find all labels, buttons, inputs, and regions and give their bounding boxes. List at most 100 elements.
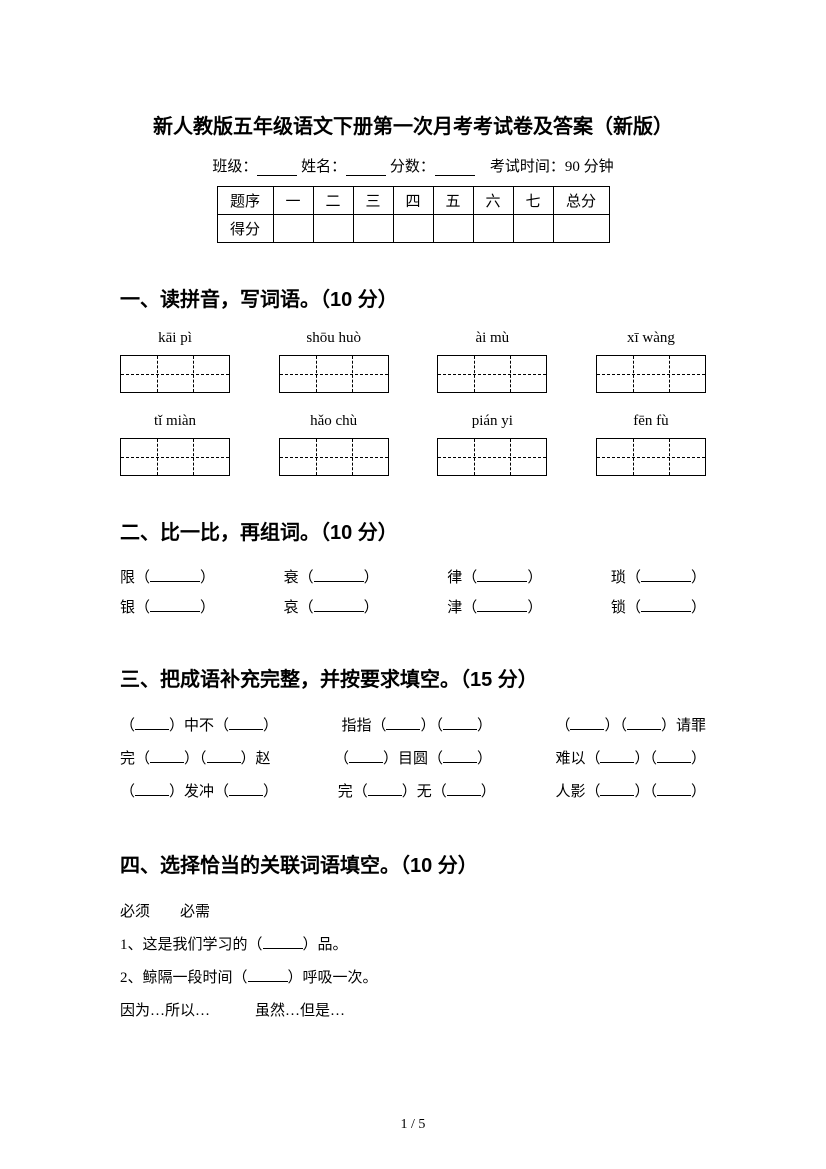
blank[interactable] — [657, 782, 691, 796]
blank[interactable] — [263, 935, 303, 949]
th-4: 四 — [393, 187, 433, 215]
q3-title: 三、把成语补充完整，并按要求填空。（15 分） — [120, 663, 706, 692]
q2-item: 衰（） — [284, 563, 379, 593]
pinyin-cell: kāi pì — [120, 330, 230, 347]
page-title: 新人教版五年级语文下册第一次月考考试卷及答案（新版） — [120, 110, 706, 139]
write-box[interactable] — [437, 438, 547, 476]
write-box[interactable] — [279, 355, 389, 393]
blank[interactable] — [600, 782, 634, 796]
write-box[interactable] — [596, 438, 706, 476]
blank[interactable] — [443, 716, 477, 730]
blank-score[interactable] — [435, 161, 475, 176]
q2-item: 律（） — [447, 563, 542, 593]
table-row: 得分 — [217, 215, 609, 243]
blank[interactable] — [386, 716, 420, 730]
score-cell[interactable] — [473, 215, 513, 243]
question-3: 三、把成语补充完整，并按要求填空。（15 分） （）中不（） 指指（）（） （）（）… — [120, 663, 706, 809]
th-total: 总分 — [553, 187, 609, 215]
q3-row: （）中不（） 指指（）（） （）（）请罪 — [120, 710, 706, 743]
th-2: 二 — [313, 187, 353, 215]
blank[interactable] — [657, 749, 691, 763]
blank[interactable] — [443, 749, 477, 763]
blank[interactable] — [135, 716, 169, 730]
score-table: 题序 一 二 三 四 五 六 七 总分 得分 — [217, 186, 610, 243]
question-2: 二、比一比，再组词。（10 分） 限（） 衰（） 律（） 琐（） 银（） 哀（）… — [120, 516, 706, 623]
pinyin-row: kāi pì shōu huò ài mù xī wàng — [120, 330, 706, 347]
idiom-item: 难以（）（） — [555, 743, 706, 776]
label-class: 班级： — [212, 159, 257, 175]
label-name: 姓名： — [301, 159, 346, 175]
td-score-label: 得分 — [217, 215, 273, 243]
blank[interactable] — [150, 749, 184, 763]
write-box[interactable] — [596, 355, 706, 393]
q2-item: 哀（） — [284, 593, 379, 623]
idiom-item: （）目圆（） — [334, 743, 492, 776]
pinyin-cell: tǐ miàn — [120, 413, 230, 430]
idiom-item: （）发冲（） — [120, 776, 278, 809]
blank[interactable] — [368, 782, 402, 796]
blank[interactable] — [135, 782, 169, 796]
write-box[interactable] — [437, 355, 547, 393]
blank[interactable] — [229, 782, 263, 796]
q4-pair1: 必须 必需 — [120, 896, 706, 929]
pinyin-cell: ài mù — [437, 330, 547, 347]
pinyin-cell: pián yi — [437, 413, 547, 430]
page-number: 1 / 5 — [0, 1117, 826, 1133]
idiom-item: （）中不（） — [120, 710, 278, 743]
blank[interactable] — [349, 749, 383, 763]
blank[interactable] — [641, 568, 691, 582]
blank[interactable] — [207, 749, 241, 763]
blank[interactable] — [150, 598, 200, 612]
idiom-item: 指指（）（） — [341, 710, 492, 743]
score-cell[interactable] — [353, 215, 393, 243]
blank[interactable] — [314, 568, 364, 582]
q4-line1: 1、这是我们学习的（）品。 — [120, 929, 706, 962]
blank[interactable] — [314, 598, 364, 612]
q2-row: 限（） 衰（） 律（） 琐（） — [120, 563, 706, 593]
th-1: 一 — [273, 187, 313, 215]
score-cell[interactable] — [273, 215, 313, 243]
score-cell[interactable] — [313, 215, 353, 243]
write-box[interactable] — [120, 438, 230, 476]
blank[interactable] — [150, 568, 200, 582]
score-cell[interactable] — [553, 215, 609, 243]
question-1: 一、读拼音，写词语。（10 分） kāi pì shōu huò ài mù x… — [120, 283, 706, 476]
q2-row: 银（） 哀（） 津（） 锁（） — [120, 593, 706, 623]
q3-row: 完（）（）赵 （）目圆（） 难以（）（） — [120, 743, 706, 776]
score-cell[interactable] — [433, 215, 473, 243]
q2-item: 津（） — [447, 593, 542, 623]
score-cell[interactable] — [513, 215, 553, 243]
label-time: 考试时间：90 分钟 — [490, 159, 614, 175]
blank[interactable] — [641, 598, 691, 612]
pinyin-row: tǐ miàn hǎo chù pián yi fēn fù — [120, 413, 706, 430]
th-3: 三 — [353, 187, 393, 215]
label-score: 分数： — [390, 159, 435, 175]
write-grid-row — [120, 438, 706, 476]
blank[interactable] — [627, 716, 661, 730]
q2-item: 银（） — [120, 593, 215, 623]
blank[interactable] — [447, 782, 481, 796]
write-box[interactable] — [279, 438, 389, 476]
table-row: 题序 一 二 三 四 五 六 七 总分 — [217, 187, 609, 215]
write-box[interactable] — [120, 355, 230, 393]
blank[interactable] — [477, 568, 527, 582]
q2-title: 二、比一比，再组词。（10 分） — [120, 516, 706, 545]
score-cell[interactable] — [393, 215, 433, 243]
pinyin-cell: fēn fù — [596, 413, 706, 430]
q2-item: 限（） — [120, 563, 215, 593]
q2-item: 琐（） — [611, 563, 706, 593]
blank[interactable] — [570, 716, 604, 730]
blank[interactable] — [600, 749, 634, 763]
idiom-item: （）（）请罪 — [555, 710, 706, 743]
question-4: 四、选择恰当的关联词语填空。（10 分） 必须 必需 1、这是我们学习的（）品。… — [120, 849, 706, 1028]
q3-body: （）中不（） 指指（）（） （）（）请罪完（）（）赵 （）目圆（） 难以（）（） （）发冲… — [120, 710, 706, 809]
blank-class[interactable] — [257, 161, 297, 176]
blank-name[interactable] — [346, 161, 386, 176]
blank[interactable] — [248, 968, 288, 982]
write-grid-row — [120, 355, 706, 393]
q4-line2: 2、鲸隔一段时间（）呼吸一次。 — [120, 962, 706, 995]
info-line: 班级： 姓名： 分数： 考试时间：90 分钟 — [120, 155, 706, 176]
idiom-item: 完（）（）赵 — [120, 743, 271, 776]
blank[interactable] — [477, 598, 527, 612]
blank[interactable] — [229, 716, 263, 730]
